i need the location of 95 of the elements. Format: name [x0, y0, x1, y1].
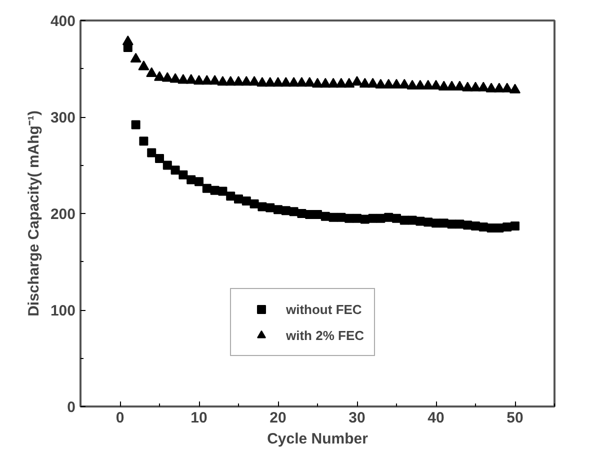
- point: [248, 76, 260, 86]
- point: [392, 214, 401, 223]
- point: [510, 222, 520, 231]
- y-tick-label: 400: [50, 13, 76, 30]
- point: [328, 78, 339, 88]
- point: [313, 210, 322, 219]
- point: [178, 170, 188, 180]
- point: [296, 76, 308, 87]
- point: [320, 212, 330, 221]
- point: [280, 76, 292, 87]
- point: [139, 136, 148, 146]
- point: [432, 218, 440, 228]
- x-axis-title: Cycle Number: [267, 430, 368, 448]
- y-tick-label: 0: [67, 399, 76, 416]
- point: [130, 52, 142, 62]
- point: [170, 166, 180, 175]
- point: [266, 203, 275, 212]
- y-tick-label: 100: [50, 302, 76, 320]
- point: [344, 78, 355, 88]
- point: [502, 222, 512, 232]
- point: [376, 214, 386, 223]
- point: [162, 160, 172, 170]
- point: [424, 218, 433, 227]
- point: [391, 78, 402, 89]
- point: [122, 35, 134, 46]
- x-tick-label: 20: [270, 410, 286, 426]
- point: [209, 75, 220, 85]
- point: [234, 194, 243, 204]
- point: [352, 76, 362, 86]
- point: [486, 82, 497, 92]
- x-tick-label: 40: [428, 410, 444, 426]
- legend-label: without FEC: [286, 302, 362, 316]
- point: [462, 82, 474, 92]
- y-axis-title: Discharge Capacity( mAhg⁻¹): [25, 110, 42, 316]
- point: [258, 202, 267, 212]
- point: [320, 78, 331, 88]
- point: [336, 78, 347, 88]
- point: [352, 214, 362, 223]
- point: [336, 212, 346, 222]
- point: [438, 80, 450, 90]
- point: [281, 206, 290, 216]
- point: [226, 192, 236, 201]
- point: [272, 76, 284, 87]
- point: [186, 175, 196, 184]
- point: [406, 80, 418, 90]
- point: [359, 78, 370, 88]
- y-tick-label: 200: [50, 206, 76, 223]
- point: [455, 220, 464, 229]
- y-tick-label: 300: [50, 110, 76, 126]
- point: [400, 216, 409, 225]
- point: [242, 196, 251, 206]
- point: [146, 67, 158, 77]
- point: [471, 222, 480, 231]
- point: [274, 205, 282, 214]
- point: [416, 216, 425, 226]
- point: [502, 82, 513, 92]
- point: [375, 78, 386, 89]
- point: [446, 80, 458, 90]
- point: [131, 120, 140, 130]
- point: [510, 84, 520, 94]
- point: [470, 82, 481, 92]
- point: [384, 212, 394, 222]
- point: [138, 60, 150, 70]
- point: [162, 72, 173, 82]
- point: [264, 76, 276, 87]
- x-tick-label: 50: [506, 410, 524, 426]
- point: [344, 214, 354, 223]
- point: [439, 218, 448, 228]
- point: [367, 78, 378, 88]
- point: [478, 82, 489, 92]
- point: [494, 223, 504, 232]
- point: [194, 177, 204, 186]
- legend-label: with 2% FEC: [286, 328, 364, 342]
- point: [147, 148, 156, 158]
- point: [454, 80, 466, 90]
- point: [304, 76, 316, 87]
- point: [218, 186, 228, 196]
- point: [414, 80, 426, 90]
- point: [430, 80, 442, 90]
- point: [202, 184, 212, 193]
- x-tick-label: 30: [348, 410, 366, 426]
- x-tick-label: 0: [116, 410, 124, 426]
- point: [478, 222, 488, 232]
- point: [305, 210, 314, 219]
- point: [360, 214, 370, 224]
- point: [256, 76, 268, 87]
- point: [297, 209, 306, 218]
- point: [288, 76, 300, 87]
- point: [494, 82, 505, 92]
- point: [170, 73, 181, 83]
- point: [463, 220, 472, 230]
- x-tick-label: 10: [190, 410, 208, 426]
- point: [154, 71, 165, 81]
- point: [312, 78, 323, 88]
- point: [155, 154, 164, 163]
